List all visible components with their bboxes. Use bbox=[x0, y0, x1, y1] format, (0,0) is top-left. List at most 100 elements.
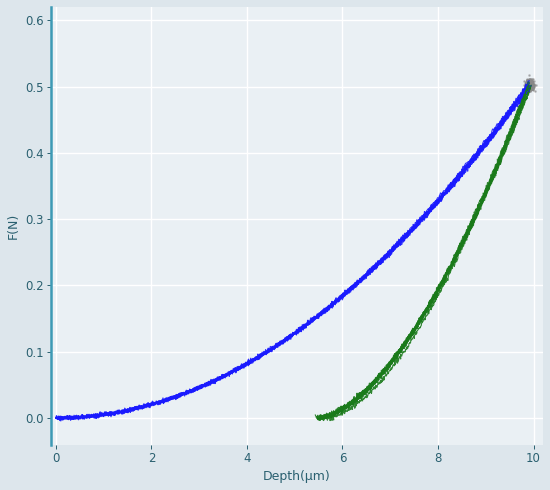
Point bbox=[525, 77, 534, 85]
Point bbox=[524, 81, 532, 89]
Point bbox=[524, 81, 532, 89]
Point bbox=[526, 83, 535, 91]
Point bbox=[525, 83, 534, 91]
Point bbox=[527, 84, 536, 92]
Point bbox=[524, 86, 533, 94]
Point bbox=[527, 80, 536, 88]
Point bbox=[529, 83, 538, 91]
Point bbox=[525, 80, 533, 88]
Point bbox=[522, 82, 531, 90]
Point bbox=[522, 80, 531, 88]
Point bbox=[525, 79, 534, 87]
Point bbox=[526, 78, 535, 86]
Point bbox=[524, 84, 533, 92]
Point bbox=[528, 80, 537, 88]
Point bbox=[526, 82, 535, 90]
Point bbox=[526, 81, 535, 89]
Point bbox=[522, 79, 531, 87]
Point bbox=[523, 85, 532, 93]
Point bbox=[527, 81, 536, 89]
Point bbox=[526, 83, 535, 91]
Point bbox=[526, 84, 535, 92]
Point bbox=[521, 79, 530, 87]
Point bbox=[529, 81, 537, 89]
Point bbox=[523, 80, 532, 88]
Point bbox=[526, 80, 535, 88]
Point bbox=[525, 79, 533, 87]
Point bbox=[526, 82, 535, 90]
Point bbox=[524, 78, 532, 86]
Point bbox=[526, 84, 535, 92]
Point bbox=[524, 82, 533, 90]
Point bbox=[525, 83, 533, 91]
Point bbox=[524, 79, 533, 87]
Point bbox=[525, 86, 534, 94]
Point bbox=[525, 86, 533, 94]
Point bbox=[525, 85, 533, 93]
Point bbox=[522, 80, 531, 88]
Point bbox=[529, 80, 537, 88]
Point bbox=[527, 85, 536, 93]
Point bbox=[525, 83, 534, 91]
Point bbox=[522, 78, 531, 86]
Point bbox=[527, 79, 536, 87]
Point bbox=[524, 86, 533, 94]
Point bbox=[523, 81, 532, 89]
Point bbox=[525, 82, 533, 90]
Point bbox=[522, 87, 531, 95]
Point bbox=[525, 79, 534, 87]
Point bbox=[522, 79, 531, 87]
Point bbox=[525, 85, 533, 93]
Point bbox=[524, 79, 533, 87]
Point bbox=[526, 78, 535, 86]
Point bbox=[525, 84, 533, 92]
Point bbox=[523, 82, 532, 90]
Point bbox=[524, 80, 532, 88]
Point bbox=[525, 81, 534, 89]
Point bbox=[527, 82, 536, 90]
Point bbox=[523, 81, 532, 89]
Point bbox=[525, 81, 533, 89]
Point bbox=[526, 84, 535, 92]
Point bbox=[525, 79, 533, 87]
Point bbox=[526, 83, 535, 91]
Point bbox=[524, 83, 532, 91]
Point bbox=[524, 79, 533, 87]
Point bbox=[525, 82, 534, 90]
Point bbox=[526, 84, 535, 92]
Point bbox=[523, 81, 532, 89]
Point bbox=[526, 85, 535, 93]
Point bbox=[522, 86, 531, 94]
Point bbox=[523, 78, 532, 86]
Point bbox=[524, 79, 533, 87]
Point bbox=[524, 79, 532, 87]
Point bbox=[524, 81, 533, 89]
Point bbox=[526, 82, 535, 90]
Point bbox=[529, 83, 537, 91]
Point bbox=[526, 79, 535, 87]
Point bbox=[525, 82, 534, 90]
Point bbox=[524, 83, 533, 91]
Point bbox=[529, 85, 537, 93]
Point bbox=[526, 79, 535, 87]
Point bbox=[521, 82, 530, 90]
Point bbox=[527, 83, 536, 91]
Point bbox=[521, 87, 530, 95]
Point bbox=[525, 75, 534, 83]
Point bbox=[523, 81, 532, 89]
Point bbox=[522, 83, 531, 91]
Point bbox=[522, 76, 531, 84]
Point bbox=[525, 78, 533, 86]
Point bbox=[526, 79, 535, 87]
Point bbox=[525, 81, 534, 89]
Point bbox=[525, 81, 533, 89]
Point bbox=[525, 83, 534, 91]
Point bbox=[524, 76, 533, 84]
Point bbox=[525, 82, 534, 90]
Point bbox=[524, 81, 532, 89]
Point bbox=[523, 79, 532, 87]
Point bbox=[526, 82, 535, 90]
Point bbox=[528, 78, 537, 86]
Point bbox=[527, 82, 536, 90]
Point bbox=[522, 83, 531, 91]
